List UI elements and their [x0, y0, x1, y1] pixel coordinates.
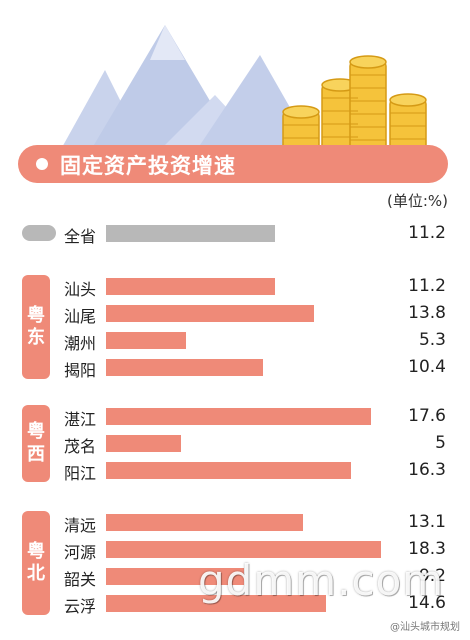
row-label: 韶关: [64, 570, 97, 589]
row-label: 揭阳: [64, 361, 97, 380]
bar: [106, 541, 382, 558]
value-label: 14.6: [408, 593, 446, 613]
region-label: 粤西: [22, 405, 50, 482]
bar: [106, 332, 186, 349]
weibo-tag: @汕头城市规划: [390, 622, 460, 633]
mountain-highlight: [150, 25, 185, 60]
value-label: 18.3: [408, 539, 446, 559]
value-label: 9.2: [418, 566, 446, 586]
bar: [106, 568, 245, 585]
chart-title: 固定资产投资增速: [60, 154, 236, 178]
row-label: 全省: [64, 227, 97, 246]
row-label: 茂名: [64, 437, 97, 456]
value-label: 17.6: [408, 406, 446, 426]
row-label: 汕尾: [64, 307, 97, 326]
value-label: 16.3: [408, 460, 446, 480]
row-label: 湛江: [64, 410, 97, 429]
bar: [106, 278, 275, 295]
value-label: 11.2: [408, 276, 446, 296]
region-label: 粤东: [22, 275, 50, 379]
bar: [106, 462, 352, 479]
unit-label: (单位:%): [386, 192, 448, 210]
value-label: 10.4: [408, 357, 446, 377]
bar: [106, 359, 263, 376]
value-label: 13.1: [408, 512, 446, 532]
row-label: 阳江: [64, 464, 97, 483]
watermark: gdmm.com: [198, 556, 445, 605]
value-label: 11.2: [408, 223, 446, 243]
row-label: 清远: [64, 516, 97, 535]
bar: [106, 408, 371, 425]
row-label: 汕头: [64, 280, 97, 299]
bar: [106, 225, 275, 242]
bullet-icon: [36, 158, 48, 170]
value-label: 13.8: [408, 303, 446, 323]
bar: [106, 595, 326, 612]
bar: [106, 514, 304, 531]
value-label: 5.3: [418, 330, 446, 350]
title-bar: 固定资产投资增速: [18, 145, 448, 183]
row-label: 云浮: [64, 597, 97, 616]
region-label: 粤北: [22, 511, 50, 615]
bar: [106, 305, 314, 322]
row-label: 潮州: [64, 334, 97, 353]
total-marker-icon: [22, 225, 56, 241]
value-label: 5: [435, 433, 446, 453]
bar: [106, 435, 182, 452]
row-label: 河源: [64, 543, 97, 562]
